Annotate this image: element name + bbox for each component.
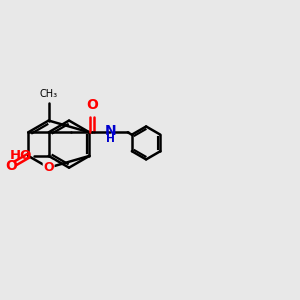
Text: O: O <box>43 161 54 174</box>
Text: H: H <box>106 134 115 144</box>
Text: HO: HO <box>10 149 32 162</box>
Text: O: O <box>86 98 98 112</box>
Text: O: O <box>5 159 17 173</box>
Text: N: N <box>105 124 116 138</box>
Text: CH₃: CH₃ <box>40 89 58 99</box>
